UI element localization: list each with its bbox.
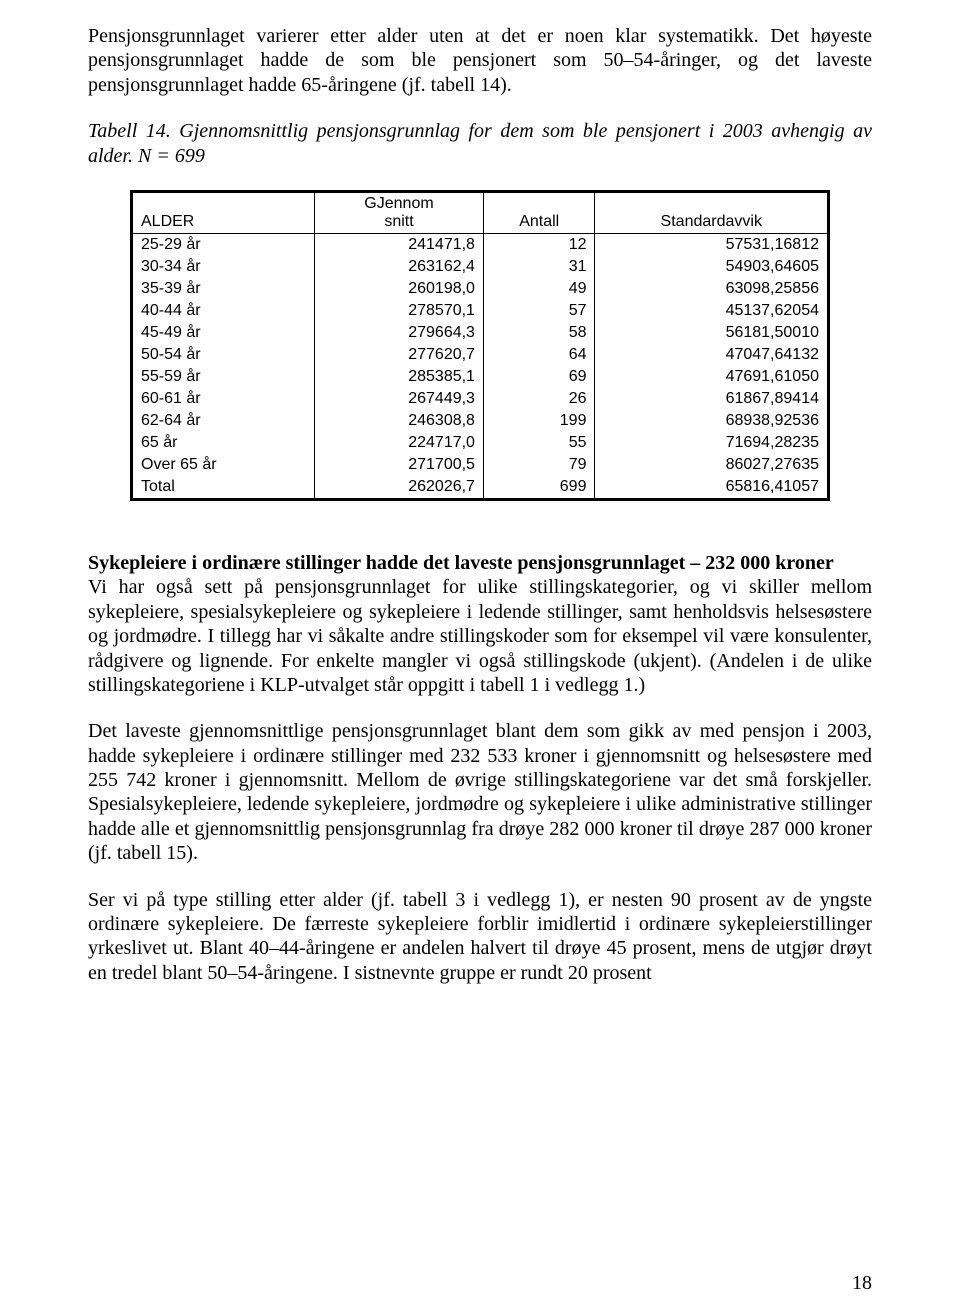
- cell-antall: 199: [483, 410, 595, 432]
- cell-alder: 60-61 år: [132, 388, 315, 410]
- table-row: 35-39 år 260198,0 49 63098,25856: [132, 278, 829, 300]
- cell-std: 56181,50010: [595, 322, 829, 344]
- cell-snitt: 262026,7: [315, 476, 484, 500]
- cell-snitt: 246308,8: [315, 410, 484, 432]
- cell-antall: 26: [483, 388, 595, 410]
- table-row: 45-49 år 279664,3 58 56181,50010: [132, 322, 829, 344]
- cell-std: 54903,64605: [595, 256, 829, 278]
- table-header-alder: ALDER: [132, 191, 315, 233]
- document-page: Pensjonsgrunnlaget varierer etter alder …: [0, 0, 960, 1311]
- cell-std: 47047,64132: [595, 344, 829, 366]
- cell-snitt: 279664,3: [315, 322, 484, 344]
- cell-snitt: 224717,0: [315, 432, 484, 454]
- cell-snitt: 271700,5: [315, 454, 484, 476]
- cell-antall: 12: [483, 233, 595, 256]
- cell-snitt: 241471,8: [315, 233, 484, 256]
- cell-std: 57531,16812: [595, 233, 829, 256]
- cell-antall: 55: [483, 432, 595, 454]
- cell-alder: Total: [132, 476, 315, 500]
- cell-antall: 31: [483, 256, 595, 278]
- section-heading-bold: Sykepleiere i ordinære stillinger hadde …: [88, 552, 834, 574]
- table-row: 60-61 år 267449,3 26 61867,89414: [132, 388, 829, 410]
- cell-antall: 57: [483, 300, 595, 322]
- cell-std: 68938,92536: [595, 410, 829, 432]
- cell-snitt: 278570,1: [315, 300, 484, 322]
- cell-alder: 40-44 år: [132, 300, 315, 322]
- cell-alder: Over 65 år: [132, 454, 315, 476]
- cell-alder: 45-49 år: [132, 322, 315, 344]
- cell-std: 71694,28235: [595, 432, 829, 454]
- table-row: 25-29 år 241471,8 12 57531,16812: [132, 233, 829, 256]
- cell-antall: 64: [483, 344, 595, 366]
- paragraph-age-type: Ser vi på type stilling etter alder (jf.…: [88, 888, 872, 986]
- table-caption: Tabell 14. Gjennomsnittlig pensjonsgrunn…: [88, 119, 872, 168]
- cell-snitt: 285385,1: [315, 366, 484, 388]
- cell-alder: 62-64 år: [132, 410, 315, 432]
- table-row: 40-44 år 278570,1 57 45137,62054: [132, 300, 829, 322]
- cell-snitt: 267449,3: [315, 388, 484, 410]
- paragraph-lowest: Det laveste gjennomsnittlige pensjonsgru…: [88, 719, 872, 865]
- table-row: Over 65 år 271700,5 79 86027,27635: [132, 454, 829, 476]
- cell-antall: 49: [483, 278, 595, 300]
- cell-alder: 35-39 år: [132, 278, 315, 300]
- cell-antall: 58: [483, 322, 595, 344]
- table-row: 30-34 år 263162,4 31 54903,64605: [132, 256, 829, 278]
- cell-std: 61867,89414: [595, 388, 829, 410]
- table-header-antall: Antall: [483, 191, 595, 233]
- cell-std: 86027,27635: [595, 454, 829, 476]
- cell-antall: 699: [483, 476, 595, 500]
- table-header-gjennomsnitt: GJennom snitt: [315, 191, 484, 233]
- table-row-total: Total 262026,7 699 65816,41057: [132, 476, 829, 500]
- paragraph-section-body: Vi har også sett på pensjonsgrunnlaget f…: [88, 576, 872, 696]
- paragraph-intro: Pensjonsgrunnlaget varierer etter alder …: [88, 24, 872, 97]
- table-row: 65 år 224717,0 55 71694,28235: [132, 432, 829, 454]
- cell-snitt: 260198,0: [315, 278, 484, 300]
- cell-alder: 50-54 år: [132, 344, 315, 366]
- cell-alder: 55-59 år: [132, 366, 315, 388]
- table-body: 25-29 år 241471,8 12 57531,16812 30-34 å…: [132, 233, 829, 499]
- paragraph-section: Sykepleiere i ordinære stillinger hadde …: [88, 551, 872, 697]
- cell-std: 45137,62054: [595, 300, 829, 322]
- cell-std: 47691,61050: [595, 366, 829, 388]
- cell-std: 63098,25856: [595, 278, 829, 300]
- table-row: 50-54 år 277620,7 64 47047,64132: [132, 344, 829, 366]
- cell-antall: 69: [483, 366, 595, 388]
- data-table: ALDER GJennom snitt Antall Standardavvik…: [130, 190, 830, 501]
- table-header-standardavvik: Standardavvik: [595, 191, 829, 233]
- cell-snitt: 277620,7: [315, 344, 484, 366]
- cell-std: 65816,41057: [595, 476, 829, 500]
- cell-alder: 65 år: [132, 432, 315, 454]
- cell-snitt: 263162,4: [315, 256, 484, 278]
- table-wrapper: ALDER GJennom snitt Antall Standardavvik…: [130, 190, 830, 501]
- page-number: 18: [852, 1272, 872, 1295]
- cell-antall: 79: [483, 454, 595, 476]
- table-row: 55-59 år 285385,1 69 47691,61050: [132, 366, 829, 388]
- cell-alder: 30-34 år: [132, 256, 315, 278]
- table-row: 62-64 år 246308,8 199 68938,92536: [132, 410, 829, 432]
- table-header-row: ALDER GJennom snitt Antall Standardavvik: [132, 191, 829, 233]
- cell-alder: 25-29 år: [132, 233, 315, 256]
